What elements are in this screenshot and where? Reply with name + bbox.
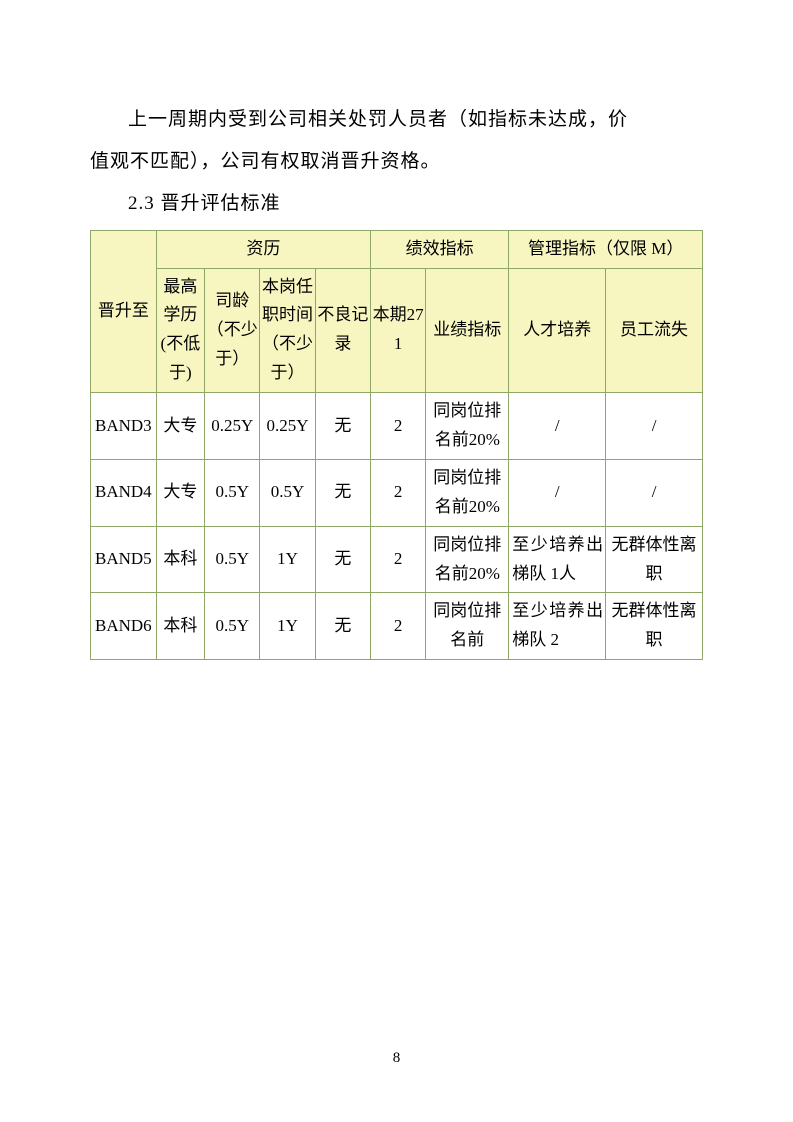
table-header-row-1: 晋升至 资历 绩效指标 管理指标（仅限 M） (91, 230, 703, 268)
th-group-mgmt: 管理指标（仅限 M） (509, 230, 703, 268)
cell-turnover: / (606, 393, 703, 460)
cell-perf: 同岗位排名前20% (426, 393, 509, 460)
cell-perf: 同岗位排名前20% (426, 526, 509, 593)
th-band: 晋升至 (91, 230, 157, 392)
th-group-perf: 绩效指标 (371, 230, 509, 268)
page-number: 8 (0, 1050, 793, 1067)
th-edu: 最高学历(不低于) (156, 268, 204, 393)
table-row: BAND3 大专 0.25Y 0.25Y 无 2 同岗位排名前20% / / (91, 393, 703, 460)
cell-bad: 无 (315, 459, 370, 526)
th-bad: 不良记录 (315, 268, 370, 393)
paragraph-line-2: 值观不匹配），公司有权取消晋升资格。 (90, 142, 703, 182)
cell-tenure: 0.5Y (205, 526, 260, 593)
cell-postime: 1Y (260, 593, 315, 660)
cell-edu: 大专 (156, 393, 204, 460)
th-postime: 本岗任职时间（不少于） (260, 268, 315, 393)
th-tenure: 司龄（不少于） (205, 268, 260, 393)
th-perf: 业绩指标 (426, 268, 509, 393)
table-row: BAND4 大专 0.5Y 0.5Y 无 2 同岗位排名前20% / / (91, 459, 703, 526)
table-header-row-2: 最高学历(不低于) 司龄（不少于） 本岗任职时间（不少于） 不良记录 本期271… (91, 268, 703, 393)
cell-talent: 至少培养出梯队 1人 (509, 526, 606, 593)
cell-edu: 本科 (156, 526, 204, 593)
cell-271: 2 (371, 526, 426, 593)
cell-edu: 大专 (156, 459, 204, 526)
cell-band: BAND3 (91, 393, 157, 460)
promotion-criteria-table: 晋升至 资历 绩效指标 管理指标（仅限 M） 最高学历(不低于) 司龄（不少于）… (90, 230, 703, 661)
cell-postime: 0.5Y (260, 459, 315, 526)
cell-tenure: 0.5Y (205, 593, 260, 660)
cell-271: 2 (371, 393, 426, 460)
th-group-qual: 资历 (156, 230, 370, 268)
th-talent: 人才培养 (509, 268, 606, 393)
cell-perf: 同岗位排名前20% (426, 459, 509, 526)
cell-271: 2 (371, 593, 426, 660)
cell-bad: 无 (315, 526, 370, 593)
cell-band: BAND5 (91, 526, 157, 593)
cell-talent: 至少培养出梯队 2 (509, 593, 606, 660)
th-turnover: 员工流失 (606, 268, 703, 393)
table-row: BAND6 本科 0.5Y 1Y 无 2 同岗位排名前 至少培养出梯队 2 无群… (91, 593, 703, 660)
cell-band: BAND4 (91, 459, 157, 526)
cell-tenure: 0.25Y (205, 393, 260, 460)
cell-turnover: / (606, 459, 703, 526)
cell-talent: / (509, 459, 606, 526)
th-271: 本期271 (371, 268, 426, 393)
cell-talent: / (509, 393, 606, 460)
paragraph-line-1: 上一周期内受到公司相关处罚人员者（如指标未达成，价 (90, 100, 703, 140)
table-row: BAND5 本科 0.5Y 1Y 无 2 同岗位排名前20% 至少培养出梯队 1… (91, 526, 703, 593)
cell-edu: 本科 (156, 593, 204, 660)
cell-bad: 无 (315, 393, 370, 460)
section-heading: 2.3 晋升评估标准 (90, 184, 703, 224)
cell-postime: 0.25Y (260, 393, 315, 460)
cell-bad: 无 (315, 593, 370, 660)
cell-271: 2 (371, 459, 426, 526)
cell-perf: 同岗位排名前 (426, 593, 509, 660)
cell-tenure: 0.5Y (205, 459, 260, 526)
cell-band: BAND6 (91, 593, 157, 660)
cell-turnover: 无群体性离职 (606, 593, 703, 660)
cell-turnover: 无群体性离职 (606, 526, 703, 593)
cell-postime: 1Y (260, 526, 315, 593)
